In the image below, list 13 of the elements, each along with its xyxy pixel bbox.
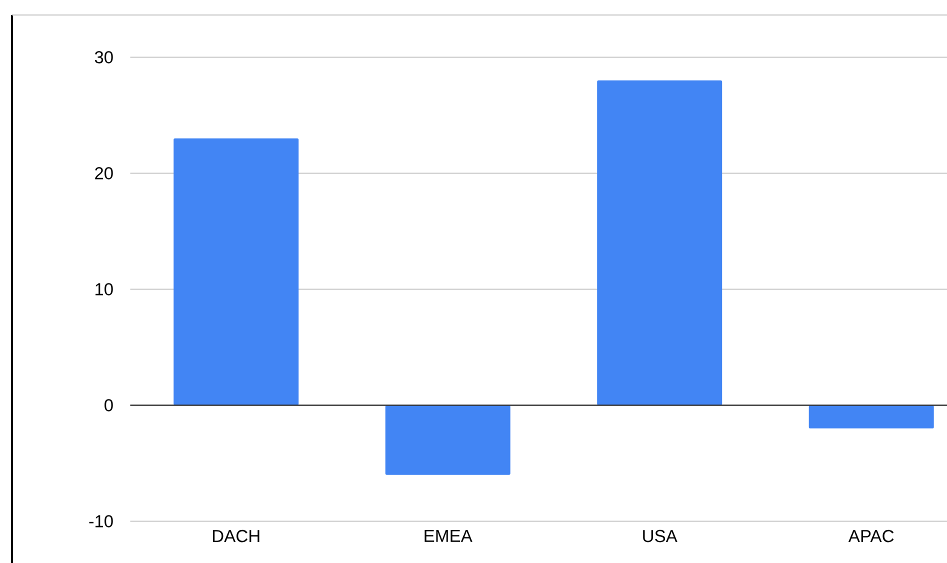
y-tick-label: 30 xyxy=(94,51,113,64)
bar xyxy=(174,138,299,406)
x-tick-label: EMEA xyxy=(424,530,472,542)
y-tick-label: 0 xyxy=(104,399,113,412)
y-tick-label: 10 xyxy=(96,283,113,296)
y-tick-label: 20 xyxy=(95,167,113,180)
bar xyxy=(385,405,510,475)
bar xyxy=(597,80,722,406)
x-tick-label: APAC xyxy=(848,530,894,542)
y-tick-label: -10 xyxy=(89,515,113,528)
x-tick-label: USA xyxy=(643,530,678,542)
bar xyxy=(808,405,934,428)
x-tick-label: DACH xyxy=(212,530,260,542)
